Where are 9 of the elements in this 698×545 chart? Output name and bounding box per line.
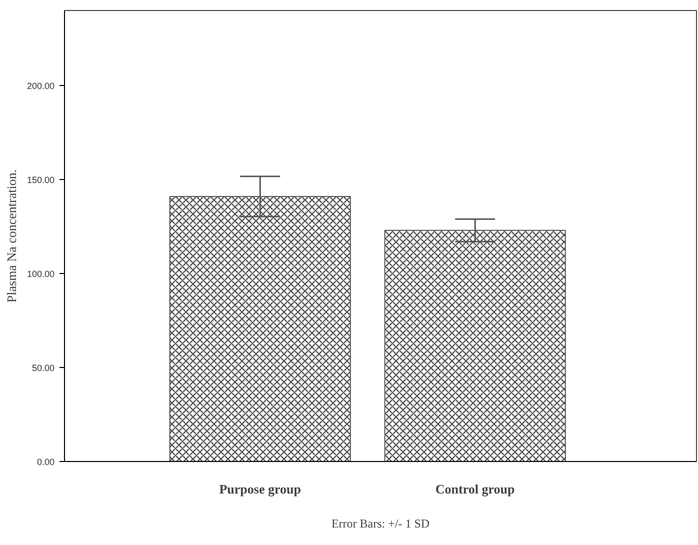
y-tick-label: 50.00 <box>32 363 55 374</box>
x-tick-label: Purpose group <box>219 482 301 496</box>
y-tick-label: 0.00 <box>36 457 55 467</box>
y-tick-label: 100.00 <box>26 269 55 280</box>
text: Error Bars: +/- 1 SD <box>331 516 430 530</box>
y-tick-label: 150.00 <box>26 175 55 186</box>
y-tick-label: 200.00 <box>26 81 55 92</box>
y-axis-title: Plasma Na concentration. <box>4 169 19 303</box>
x-tick-label: Control group <box>435 482 515 496</box>
